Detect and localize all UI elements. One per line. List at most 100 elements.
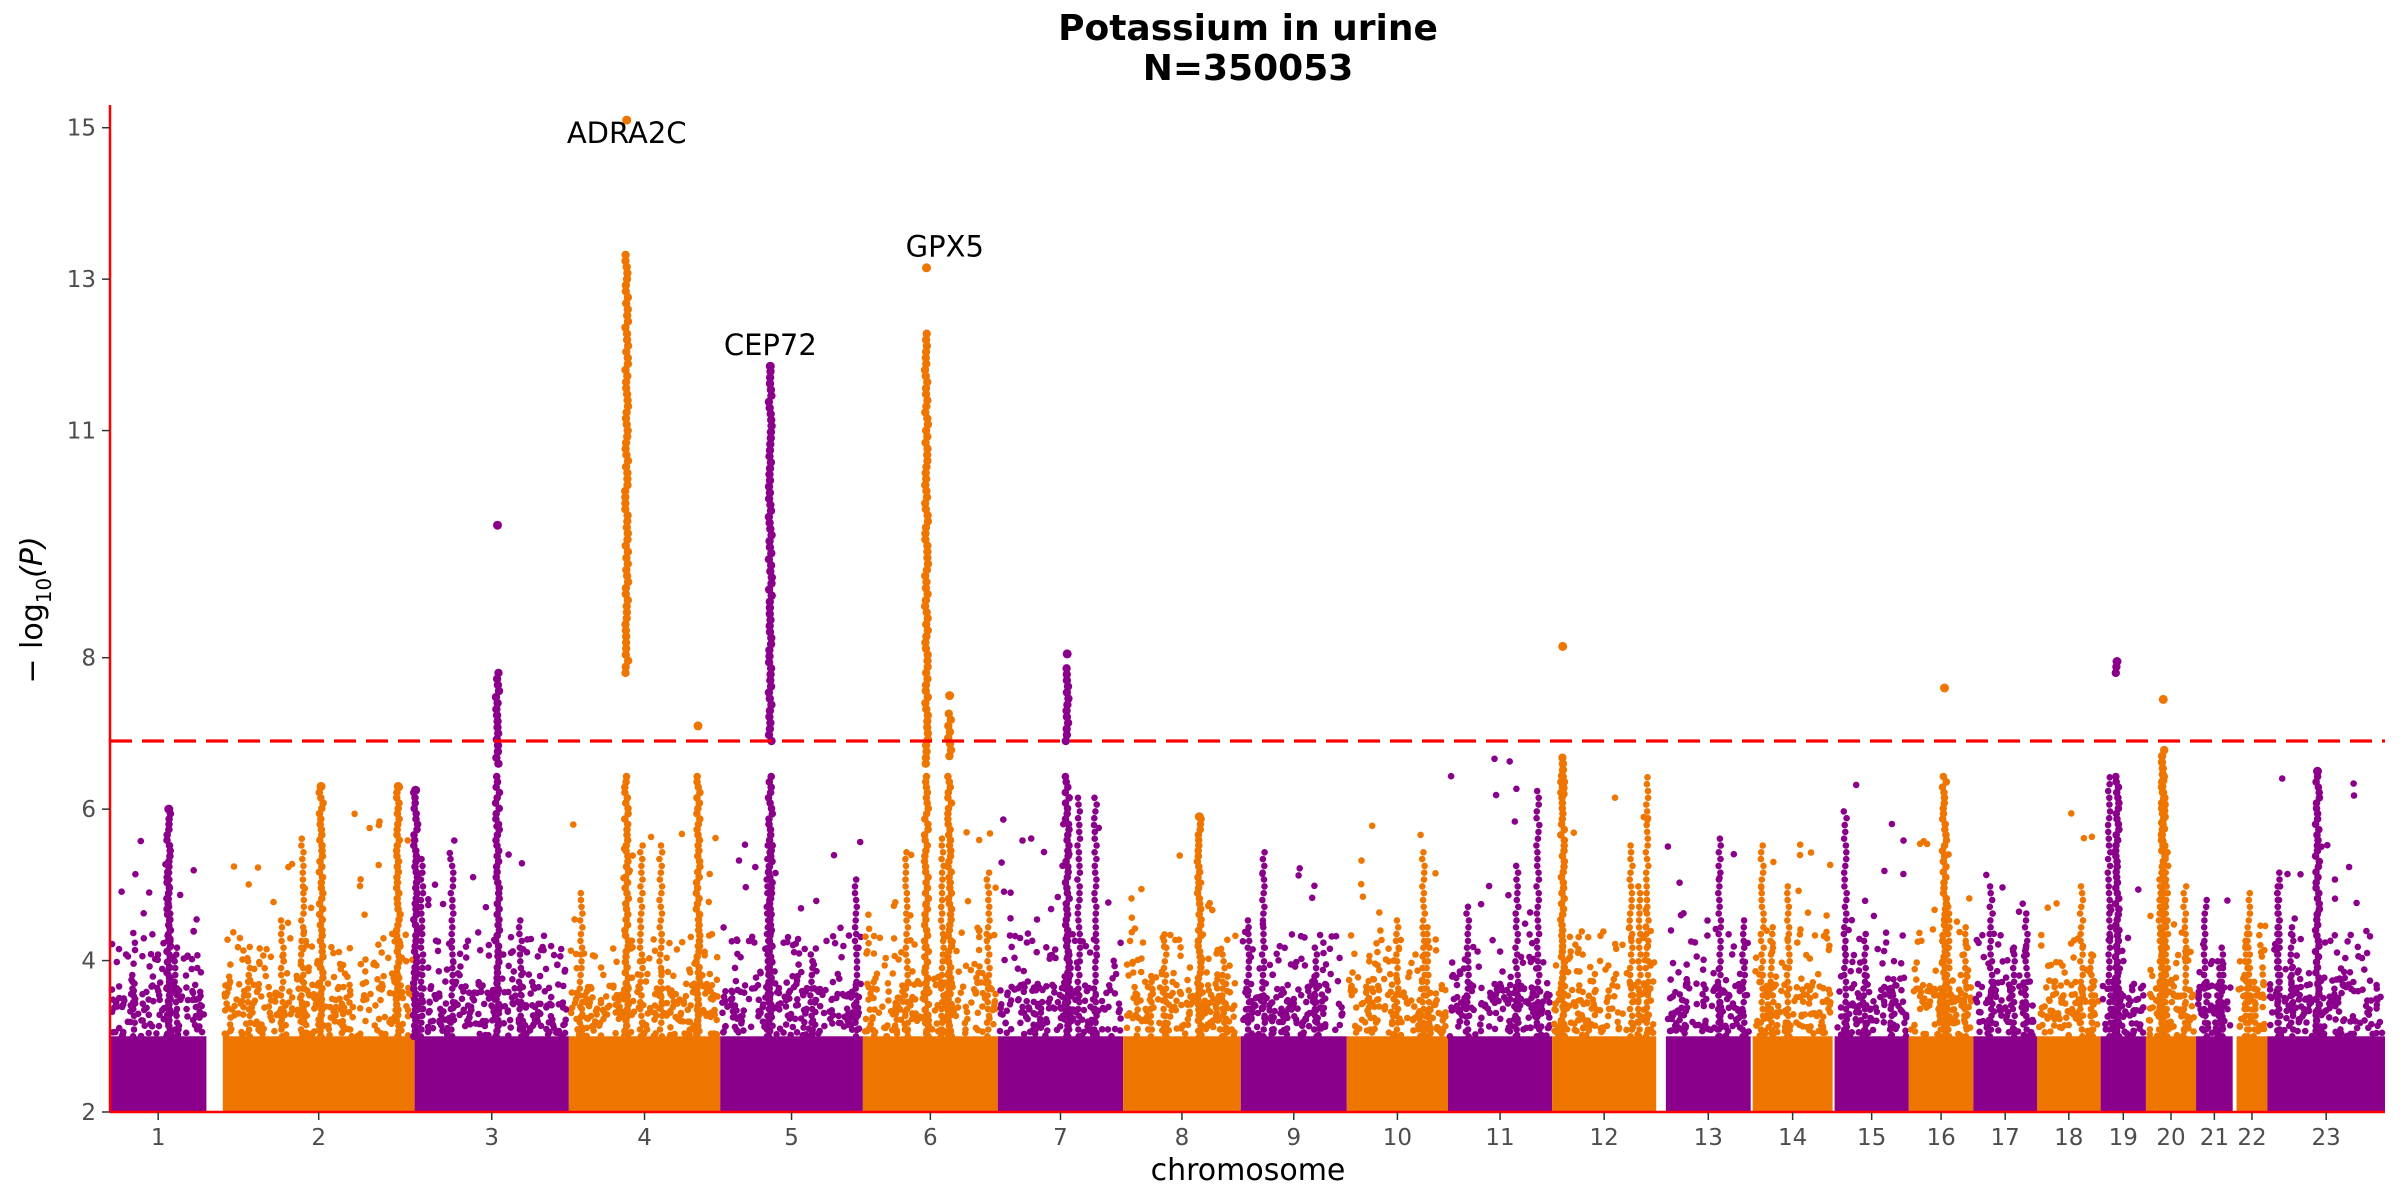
snp-point xyxy=(140,935,148,942)
chromosome-points-14 xyxy=(1752,841,1834,1112)
snp-point xyxy=(132,870,139,878)
snp-point xyxy=(1544,1009,1552,1017)
snp-point xyxy=(656,924,663,931)
snp-point xyxy=(2256,931,2263,939)
snp-point xyxy=(1534,855,1541,863)
snp-point xyxy=(1244,917,1252,924)
snp-point xyxy=(2215,1019,2222,1026)
snp-point xyxy=(837,924,844,932)
chromosome-band xyxy=(1240,1036,1347,1112)
snp-point xyxy=(2130,1007,2137,1015)
snp-point xyxy=(1406,969,1413,976)
snp-point xyxy=(1147,1012,1155,1020)
snp-point xyxy=(1918,937,1925,945)
snp-point xyxy=(310,990,318,998)
snp-point xyxy=(1873,1017,1880,1025)
snp-point xyxy=(2078,1012,2086,1020)
snp-point xyxy=(1870,912,1878,920)
snp-point xyxy=(1535,889,1542,897)
snp-point xyxy=(1721,989,1728,996)
snp-point xyxy=(881,962,888,969)
snp-point xyxy=(1261,849,1268,856)
snp-point xyxy=(1842,917,1850,924)
snp-point xyxy=(1258,951,1266,958)
snp-point xyxy=(1850,981,1858,988)
snp-point xyxy=(300,1019,307,1026)
snp-point xyxy=(940,944,947,951)
snp-point xyxy=(808,985,815,992)
snp-point xyxy=(1642,1005,1650,1013)
snp-point xyxy=(299,869,307,876)
snp-point xyxy=(1605,1005,1613,1013)
snp-point xyxy=(560,1021,567,1029)
snp-point xyxy=(684,1006,692,1014)
snp-point xyxy=(713,1016,720,1024)
snp-point xyxy=(1826,1009,1834,1016)
snp-point xyxy=(2147,912,2154,920)
snp-point xyxy=(1642,964,1649,972)
snp-point xyxy=(889,970,897,977)
snp-point xyxy=(155,1022,163,1030)
snp-point xyxy=(938,1012,945,1020)
snp-point xyxy=(1419,924,1426,931)
snp-point xyxy=(1987,917,1994,924)
snp-point xyxy=(938,985,945,992)
snp-point xyxy=(1306,1009,1313,1017)
snp-point xyxy=(1716,883,1723,890)
chart-subtitle: N=350053 xyxy=(1143,48,1354,89)
snp-point xyxy=(639,855,646,863)
snp-point xyxy=(1643,998,1651,1006)
snp-point xyxy=(871,1006,878,1013)
snp-point xyxy=(1785,964,1793,972)
snp-point xyxy=(591,953,599,960)
snp-point xyxy=(230,929,237,936)
snp-point xyxy=(378,949,386,956)
snp-point xyxy=(612,1029,619,1037)
snp-point xyxy=(2242,1012,2250,1020)
snp-point xyxy=(1156,1019,1163,1027)
snp-point xyxy=(1363,983,1370,990)
snp-point xyxy=(124,1018,132,1026)
snp-point xyxy=(1702,1017,1709,1025)
snp-point xyxy=(1520,1026,1527,1033)
snp-point xyxy=(1644,992,1652,999)
snp-point xyxy=(1966,895,1973,902)
snp-point xyxy=(1400,989,1407,996)
snp-point xyxy=(2215,1005,2222,1013)
snp-point xyxy=(1478,1014,1485,1022)
snp-point xyxy=(1963,971,1970,979)
snp-point xyxy=(794,1001,802,1009)
snp-point xyxy=(1784,889,1791,897)
snp-point xyxy=(2088,833,2096,841)
snp-point xyxy=(1842,951,1849,958)
snp-point xyxy=(1886,1026,1894,1033)
snp-point xyxy=(663,999,671,1007)
snp-point xyxy=(450,869,457,876)
snp-point xyxy=(1862,1019,1869,1026)
snp-point xyxy=(299,1033,306,1040)
snp-point xyxy=(1804,909,1812,916)
snp-point xyxy=(441,1016,449,1023)
snp-point xyxy=(1840,835,1848,842)
snp-point xyxy=(1021,983,1028,991)
snp-point xyxy=(1644,971,1652,979)
snp-point xyxy=(1081,997,1089,1005)
snp-point xyxy=(637,978,644,986)
snp-point xyxy=(557,945,565,953)
snp-point xyxy=(1261,1019,1269,1026)
snp-point xyxy=(829,1020,836,1027)
snp-point xyxy=(642,978,650,985)
snp-point xyxy=(1988,1019,1996,1026)
snp-point xyxy=(515,978,523,986)
snp-point xyxy=(129,1033,137,1040)
chromosome-band xyxy=(1346,1036,1449,1112)
snp-point xyxy=(1394,1033,1401,1040)
snp-point xyxy=(1354,974,1362,981)
snp-point xyxy=(1961,978,1969,986)
snp-point xyxy=(2293,952,2300,959)
snp-point xyxy=(1986,883,1994,890)
snp-point xyxy=(278,985,286,992)
snp-point xyxy=(1311,992,1319,999)
snp-point xyxy=(1740,998,1747,1006)
